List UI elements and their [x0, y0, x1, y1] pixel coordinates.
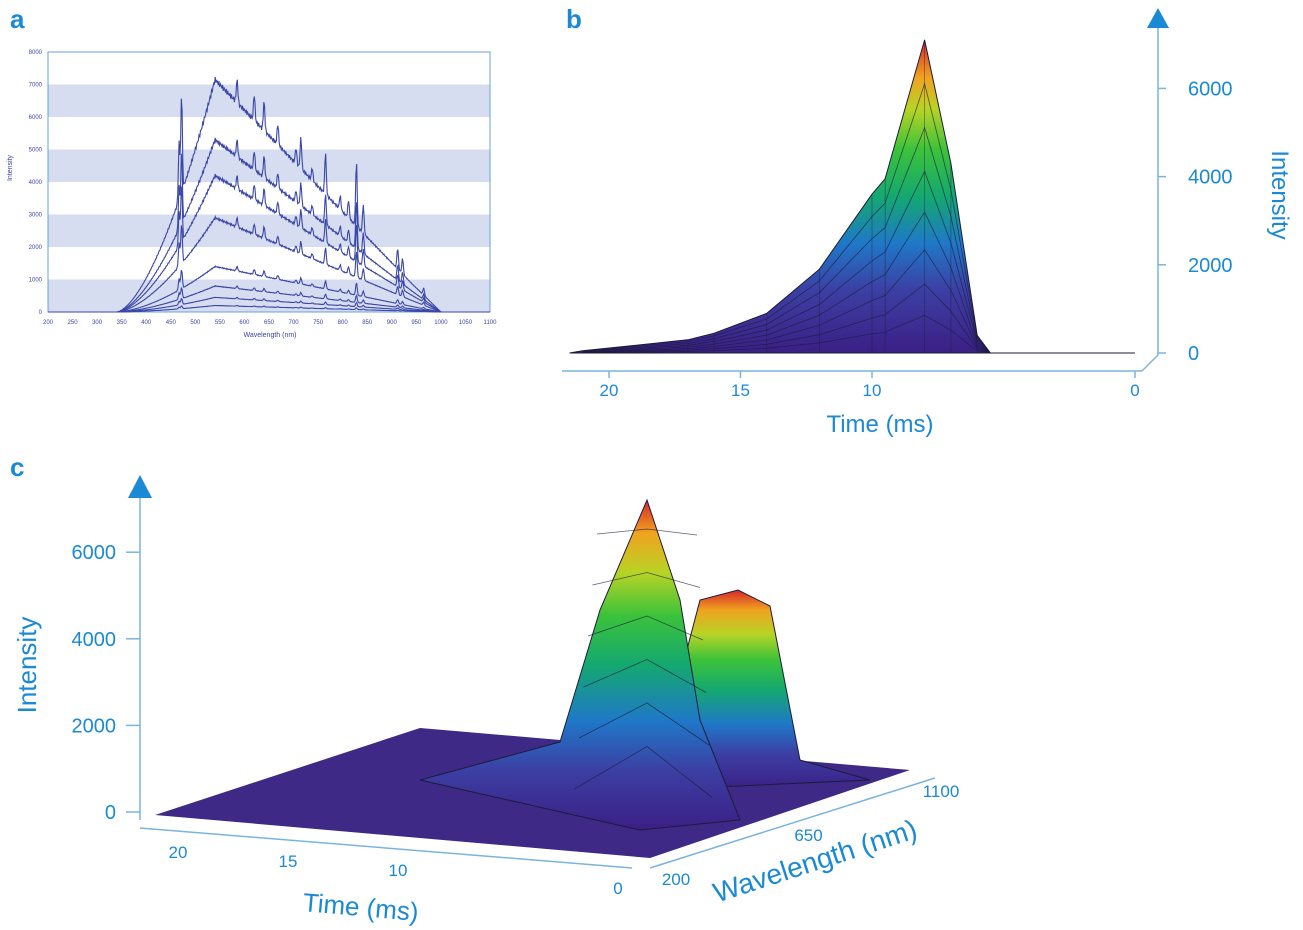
x-axis-label: Wavelength (nm) [243, 332, 296, 339]
panel-label-b: b [566, 4, 582, 34]
time-tick-label: 0 [1130, 381, 1139, 400]
intensity-envelope [569, 39, 1135, 354]
y-tick-label: 6000 [29, 115, 43, 121]
spectrum-series-8 [48, 304, 490, 313]
wavelength-tick-label: 650 [794, 826, 822, 845]
time-axis-label: Time (ms) [826, 411, 933, 438]
x-tick-label: 800 [338, 320, 349, 326]
y-tick-label: 0 [39, 310, 43, 316]
intensity-tick-labels: 0 2000 4000 6000 [72, 542, 140, 824]
contour-line-3 [583, 659, 707, 693]
time-tick-label: 10 [863, 381, 882, 400]
x-tick-label: 300 [92, 320, 103, 326]
x-tick-label: 950 [411, 320, 422, 326]
intensity-tick-label: 4000 [72, 629, 117, 651]
time-tick-label: 15 [279, 852, 298, 871]
x-tick-label: 900 [387, 320, 398, 326]
time-tick-labels: 20 15 10 0 [600, 371, 1140, 400]
intensity-tick-label: 2000 [72, 715, 117, 737]
contour-line-4 [587, 615, 704, 641]
panel-label-a: a [10, 4, 25, 34]
intensity-tick-label: 2000 [1188, 255, 1233, 277]
x-tick-label: 1100 [484, 320, 498, 326]
plot-frame [47, 51, 491, 313]
y-tick-label: 1000 [29, 278, 43, 284]
time-tick-label: 20 [600, 381, 619, 400]
x-tick-label: 200 [43, 320, 54, 326]
x-tick-label: 550 [215, 320, 226, 326]
x-tick-label: 700 [289, 320, 300, 326]
intensity-tick-label: 4000 [1188, 167, 1233, 189]
wavelength-tick-label: 1100 [923, 782, 960, 801]
time-tick-label: 0 [613, 879, 622, 898]
spectral-surface-chart: 0 2000 4000 6000 20 15 10 0 200 650 1100 Intensi… [12, 475, 959, 927]
intensity-axis-label: Intensity [12, 617, 42, 714]
x-tick-label: 500 [190, 320, 201, 326]
y-tick-label: 2000 [29, 245, 43, 251]
contour-line-5 [592, 572, 701, 588]
x-tick-labels: 200 250 300 350 400 450 500 550 600 650 700 750 800 8… [43, 320, 497, 326]
x-tick-label: 450 [166, 320, 177, 326]
time-tick-label: 10 [389, 861, 408, 880]
x-tick-label: 850 [362, 320, 373, 326]
intensity-tick-label: 0 [1188, 343, 1199, 365]
time-tick-label: 20 [169, 843, 188, 862]
contour-line-6 [596, 528, 698, 536]
x-tick-label: 1000 [434, 320, 448, 326]
contour-line-2 [578, 702, 710, 746]
x-tick-label: 600 [239, 320, 250, 326]
intensity-tick-label: 6000 [72, 542, 117, 564]
intensity-envelope-surface [569, 39, 1135, 354]
y-tick-label: 7000 [29, 83, 43, 89]
contour-line-1 [574, 746, 713, 798]
x-tick-label: 650 [264, 320, 275, 326]
y-tick-label: 8000 [29, 50, 43, 56]
intensity-axis-label: Intensity [1266, 150, 1293, 239]
x-tick-label: 350 [117, 320, 128, 326]
intensity-tick-labels: 0 2000 4000 6000 [1158, 78, 1233, 365]
time-axis-label: Time (ms) [302, 887, 420, 927]
wavelength-axis-line [649, 777, 936, 869]
time-intensity-chart: 20 15 10 0 0 2000 4000 6000 Time (ms) Intensit… [562, 8, 1293, 438]
wavelength-tick-labels: 200 650 1100 [662, 782, 959, 889]
surface-peaks [419, 498, 871, 831]
y-tick-label: 3000 [29, 213, 43, 219]
time-axis-line [139, 827, 633, 869]
wavelength-tick-label: 200 [662, 870, 690, 889]
time-tick-label: 15 [731, 381, 750, 400]
intensity-tick-label: 0 [105, 802, 116, 824]
time-tick-labels: 20 15 10 0 [169, 843, 623, 898]
grid-band [48, 149, 490, 182]
y-tick-label: 5000 [29, 148, 43, 154]
y-tick-label: 4000 [29, 180, 43, 186]
grid-band [48, 84, 490, 117]
axis-corner-link [1141, 354, 1159, 372]
panel-label-c: c [10, 452, 25, 482]
spectrum-series-group [48, 77, 490, 313]
x-tick-label: 1050 [459, 320, 473, 326]
x-tick-label: 400 [141, 320, 152, 326]
x-tick-label: 250 [68, 320, 79, 326]
y-tick-labels: 0 1000 2000 3000 4000 5000 6000 7000 8000 [29, 50, 43, 316]
spectrum-chart: 200 250 300 350 400 450 500 550 600 650 700 750 800 8… [7, 50, 497, 339]
y-axis-label: Intensity [7, 154, 14, 181]
x-tick-label: 750 [313, 320, 324, 326]
primary-peak [419, 498, 741, 831]
intensity-tick-label: 6000 [1188, 78, 1233, 100]
intensity-axis-arrow-icon [128, 475, 152, 498]
intensity-axis-arrow-icon [1147, 8, 1169, 28]
